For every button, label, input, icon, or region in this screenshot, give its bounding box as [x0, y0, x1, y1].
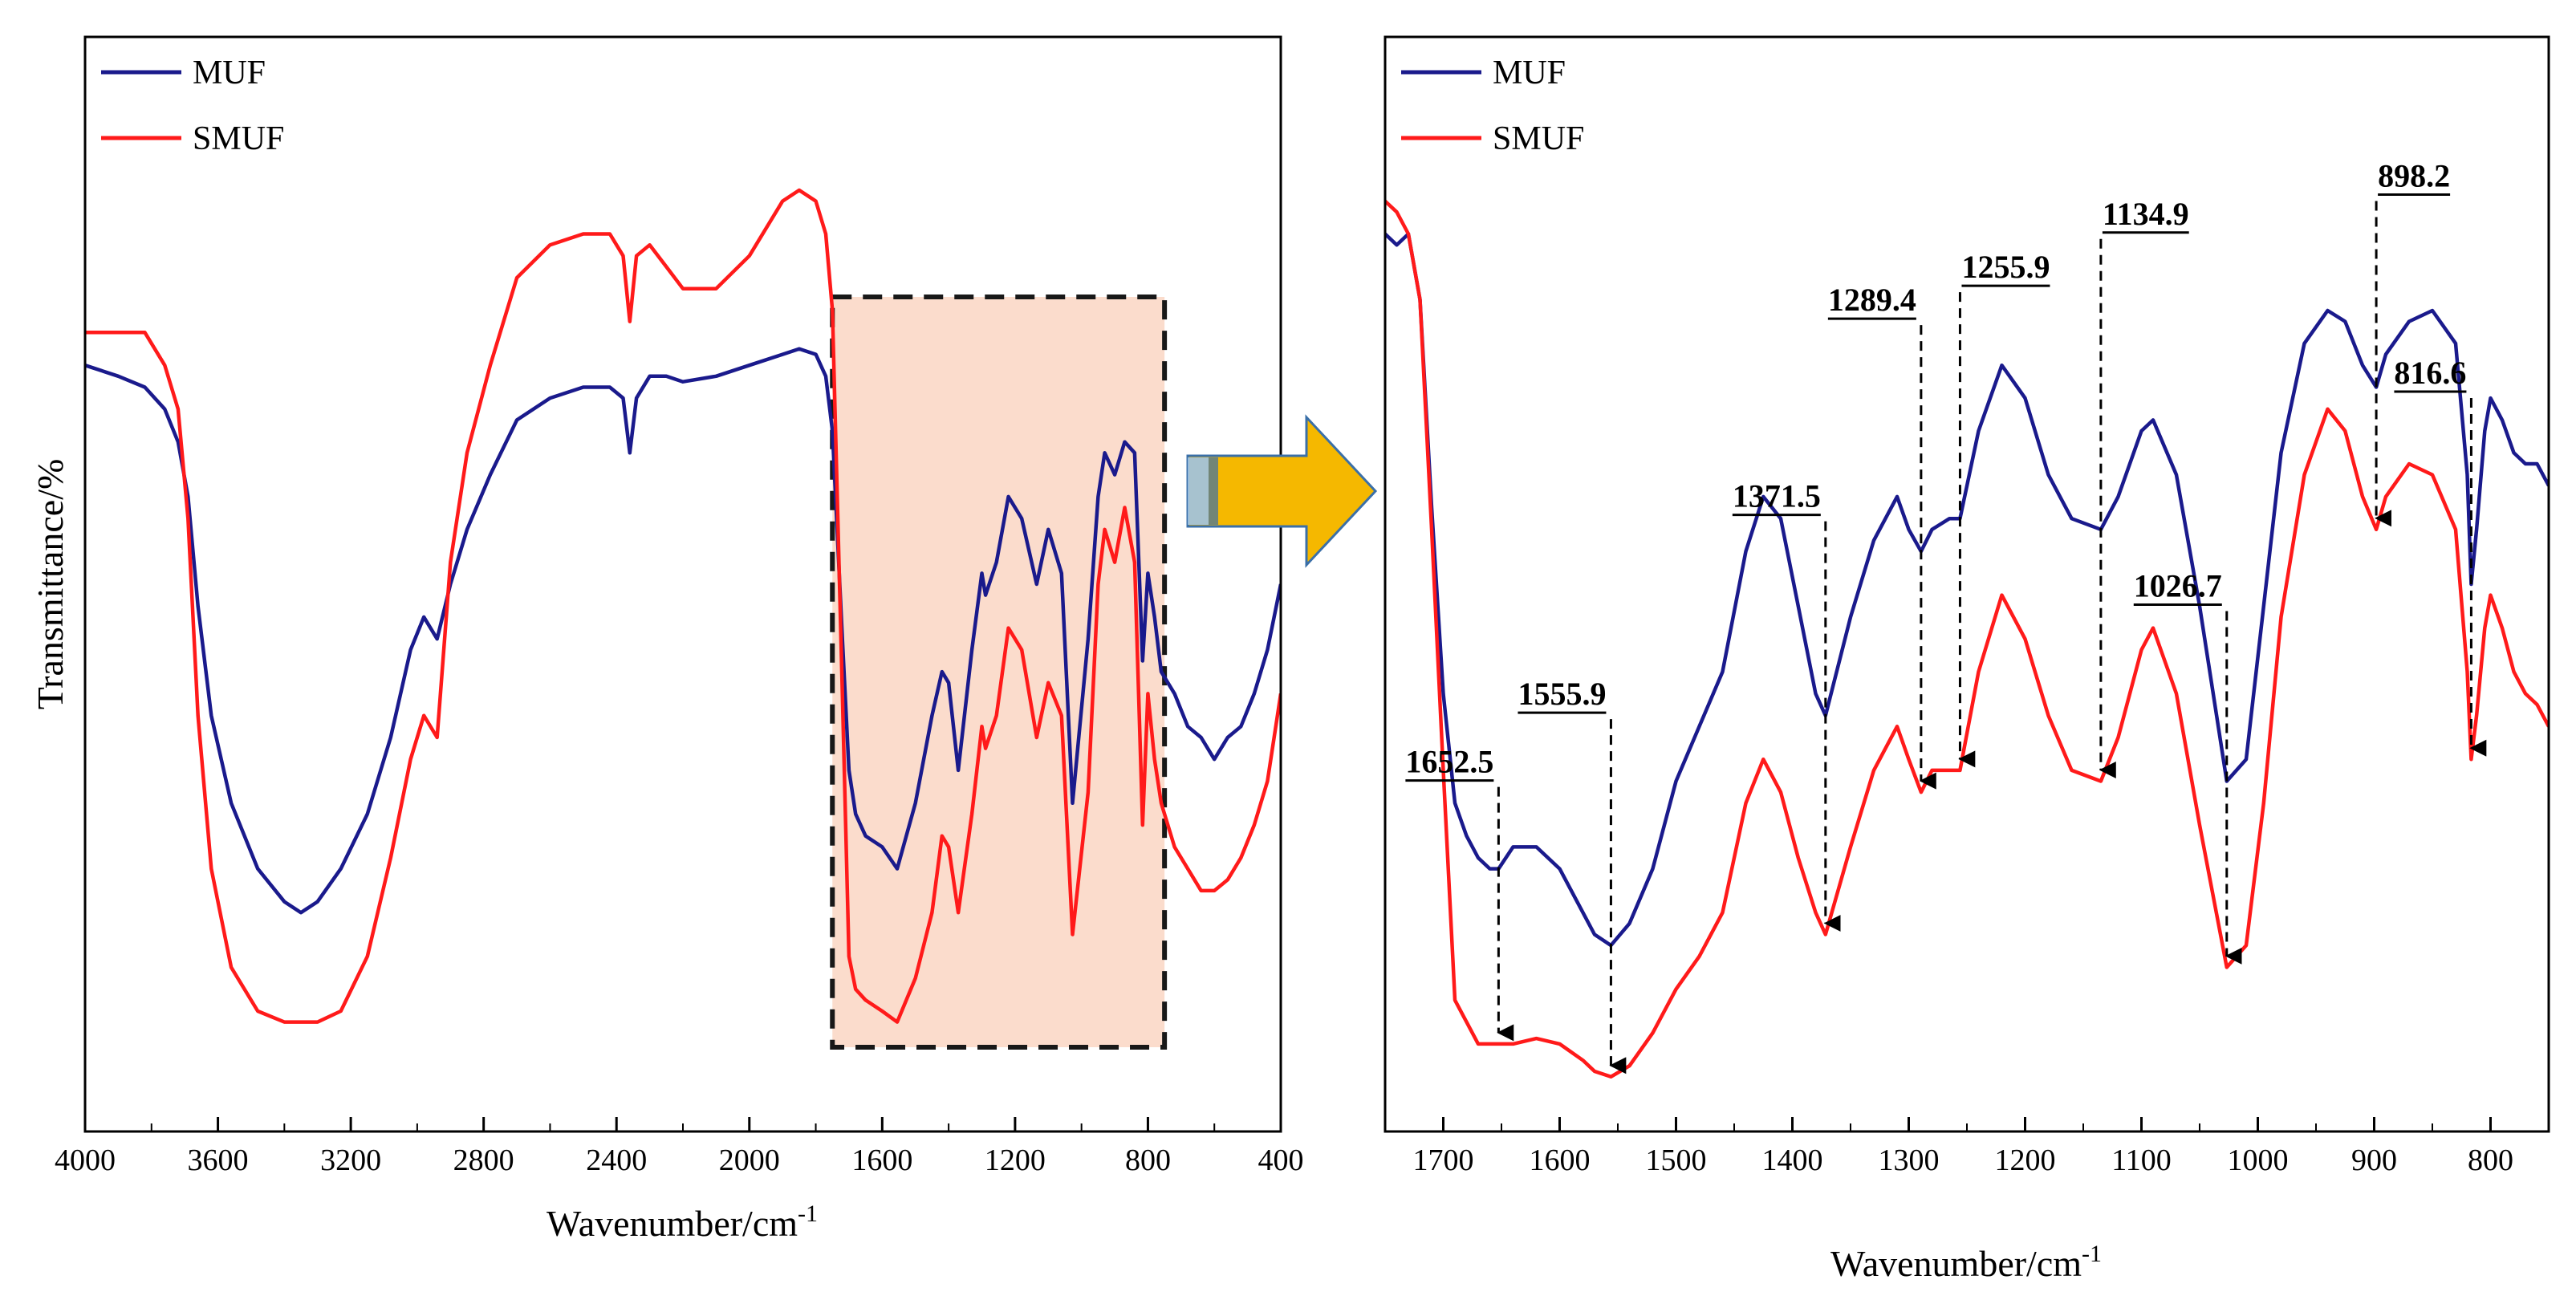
x-tick-label: 1200 [985, 1144, 1046, 1177]
x-tick-label: 1200 [1995, 1144, 2056, 1177]
overview-panel: 4000 3600 3200 2800 2400 2000 1600 1200 800 400 M… [30, 35, 1304, 1244]
peak-annotation: 1255.9 [1958, 249, 2050, 768]
overview-legend: MUF SMUF [101, 55, 284, 157]
x-tick-label: 1100 [2111, 1144, 2172, 1177]
peak-label: 1026.7 [2134, 568, 2222, 604]
peak-annotation: 1371.5 [1732, 478, 1841, 932]
zoom-highlight-region [830, 295, 1168, 1050]
peak-annotation: 1652.5 [1405, 744, 1514, 1042]
peak-annotation: 1289.4 [1827, 282, 1936, 790]
peak-label: 1289.4 [1828, 282, 1916, 318]
peak-label: 1652.5 [1405, 744, 1493, 780]
peak-annotation: 1134.9 [2099, 196, 2189, 779]
zoom-panel: 1700 1600 1500 1400 1300 1200 1100 1000 900 800 1… [1383, 35, 2550, 1284]
zoom-arrow-icon [1186, 414, 1378, 568]
legend-smuf-label: SMUF [1493, 120, 1584, 157]
peak-label: 1371.5 [1733, 478, 1821, 514]
x-tick-label: 1400 [1762, 1144, 1823, 1177]
overview-y-axis-title: Transmittance/% [30, 459, 71, 710]
x-tick-label: 2800 [453, 1144, 514, 1177]
x-tick-label: 1300 [1879, 1144, 1940, 1177]
peak-annotation: 816.6 [2394, 355, 2487, 757]
x-tick-label: 4000 [55, 1144, 116, 1177]
x-tick-label: 1700 [1413, 1144, 1474, 1177]
x-tick-label: 3200 [320, 1144, 381, 1177]
peak-annotation: 1026.7 [2133, 568, 2242, 965]
peak-label: 1134.9 [2103, 196, 2189, 232]
peak-label: 1255.9 [1961, 249, 2050, 285]
series-line-smuf [85, 188, 1281, 1024]
x-tick-label: 2000 [719, 1144, 780, 1177]
peak-annotation: 1555.9 [1518, 676, 1627, 1075]
x-tick-label: 800 [1125, 1144, 1171, 1177]
peak-annotation: 898.2 [2375, 157, 2451, 527]
x-tick-label: 1600 [851, 1144, 912, 1177]
zoom-plot-frame [1383, 35, 2550, 1133]
x-tick-label: 800 [2468, 1144, 2513, 1177]
peak-label: 898.2 [2378, 157, 2450, 193]
x-tick-label: 2400 [586, 1144, 647, 1177]
peak-label: 816.6 [2394, 355, 2466, 391]
x-tick-label: 1500 [1646, 1144, 1707, 1177]
x-tick-label: 3600 [188, 1144, 249, 1177]
legend-muf-label: MUF [193, 55, 266, 91]
series-line-smuf [1385, 199, 2549, 1079]
zoom-x-axis-title: Wavenumber/cm-1 [1830, 1241, 2102, 1284]
x-tick-label: 1600 [1530, 1144, 1591, 1177]
series-line-muf [1385, 232, 2549, 948]
overview-x-axis-title: Wavenumber/cm-1 [546, 1200, 818, 1244]
legend-muf-label: MUF [1493, 55, 1566, 91]
zoom-legend: MUF SMUF [1401, 55, 1584, 157]
x-tick-label: 400 [1258, 1144, 1304, 1177]
peak-label: 1555.9 [1518, 676, 1606, 712]
x-tick-label: 900 [2351, 1144, 2397, 1177]
x-tick-label: 1000 [2228, 1144, 2289, 1177]
legend-smuf-label: SMUF [193, 120, 284, 157]
zoom-arrow [1186, 414, 1378, 568]
